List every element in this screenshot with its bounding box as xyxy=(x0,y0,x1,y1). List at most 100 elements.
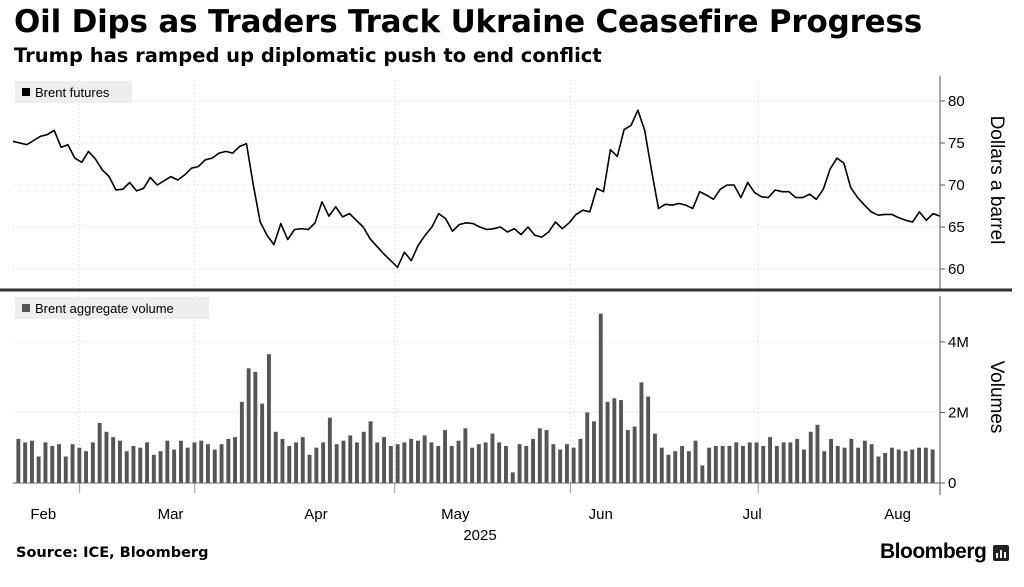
volume-bar xyxy=(829,438,833,483)
volume-bar xyxy=(910,449,915,483)
price-panel xyxy=(12,109,941,269)
volume-bar xyxy=(226,438,231,483)
volume-bar xyxy=(443,430,447,483)
volume-bar xyxy=(388,446,393,483)
volume-bar xyxy=(361,431,366,483)
volume-bar xyxy=(917,447,921,483)
volume-bar xyxy=(63,456,68,483)
volume-bar xyxy=(70,444,75,483)
volume-bar xyxy=(700,465,705,483)
volume-bar xyxy=(321,442,326,483)
volume-bar xyxy=(876,456,881,483)
volume-bar xyxy=(158,451,163,483)
price-y-tick-label: 65 xyxy=(948,219,965,236)
volume-bar xyxy=(673,451,678,483)
volume-legend-label: Brent aggregate volume xyxy=(35,301,174,316)
volume-bar xyxy=(294,442,298,483)
volume-bar xyxy=(815,424,820,483)
volume-bar xyxy=(619,400,623,483)
volume-ylabel: Volumes xyxy=(986,361,1007,434)
volume-bar xyxy=(754,442,759,483)
volume-bar xyxy=(375,442,380,483)
volume-bar xyxy=(307,454,312,483)
volume-bar xyxy=(612,398,617,483)
volume-bar xyxy=(558,449,563,483)
volume-bar xyxy=(300,437,305,483)
volume-bar xyxy=(416,440,420,483)
volume-bar xyxy=(883,453,888,483)
volume-bar xyxy=(686,451,691,483)
volume-legend-swatch xyxy=(22,304,30,312)
bloomberg-logo: Bloomberg xyxy=(880,540,987,563)
chart-title: Oil Dips as Traders Track Ukraine Ceasef… xyxy=(14,4,922,40)
volume-bar xyxy=(598,313,603,483)
volume-bar xyxy=(578,438,583,483)
price-legend-label: Brent futures xyxy=(35,85,110,100)
volume-bar xyxy=(734,442,739,483)
volume-bar xyxy=(212,449,217,483)
price-legend-swatch xyxy=(22,88,30,96)
gridlines xyxy=(13,80,941,483)
volume-bar xyxy=(280,438,285,483)
volume-bar xyxy=(835,446,840,483)
volume-bar xyxy=(429,442,434,483)
volume-bar xyxy=(544,430,549,483)
volume-bar xyxy=(409,438,414,483)
volume-bar xyxy=(179,440,183,483)
axes: 60 65 70 75 80 0 2M 4M Feb Mar Apr May Jun Jul Aug xyxy=(0,76,1012,523)
volume-bar xyxy=(531,438,535,483)
volume-bar xyxy=(781,442,786,483)
volume-bar xyxy=(720,446,725,483)
volume-bar xyxy=(565,444,569,483)
x-year-label: 2025 xyxy=(463,527,496,544)
price-y-tick-label: 80 xyxy=(948,93,965,110)
price-y-tick-label: 75 xyxy=(948,135,965,152)
volume-bar xyxy=(327,417,332,483)
volume-bar xyxy=(592,421,596,483)
volume-bar xyxy=(761,446,766,483)
volume-bar xyxy=(524,446,529,483)
volume-bar xyxy=(646,396,651,483)
bloomberg-terminal-icon xyxy=(993,545,1009,561)
volume-bar xyxy=(30,440,34,483)
volume-bar xyxy=(625,430,630,483)
volume-bar xyxy=(856,447,861,483)
volume-y-tick-label: 2M xyxy=(948,404,969,421)
volume-bar xyxy=(36,456,41,483)
volume-bar xyxy=(90,442,95,483)
volume-bar xyxy=(43,442,48,483)
volume-bar xyxy=(510,472,515,483)
volume-bar xyxy=(239,401,244,483)
volume-bar xyxy=(23,442,28,483)
volume-bar xyxy=(680,446,684,483)
volume-bar xyxy=(497,442,502,483)
volume-bar xyxy=(97,423,102,483)
volume-bar xyxy=(707,447,712,483)
volume-bar xyxy=(199,440,204,483)
x-month-label: Jun xyxy=(589,506,613,523)
volume-bar xyxy=(490,433,495,483)
volume-bar xyxy=(219,444,224,483)
price-y-tick-label: 70 xyxy=(948,177,965,194)
volume-bar xyxy=(741,446,745,483)
volume-bar xyxy=(639,382,644,483)
volume-bar xyxy=(842,447,847,483)
volume-bar xyxy=(246,368,251,483)
volume-bar xyxy=(822,451,827,483)
volume-bar xyxy=(571,447,576,483)
source-note: Source: ICE, Bloomberg xyxy=(16,545,209,561)
x-month-label: Feb xyxy=(30,506,56,523)
volume-bar xyxy=(862,440,867,483)
volume-bar xyxy=(165,440,170,483)
volume-bar xyxy=(923,447,928,483)
volume-panel xyxy=(16,313,935,483)
volume-bar xyxy=(659,447,664,483)
volume-bar xyxy=(903,451,908,483)
volume-bar xyxy=(802,449,806,483)
volume-bar xyxy=(869,444,874,483)
volume-bar xyxy=(348,435,353,483)
volume-bar xyxy=(449,446,454,483)
volume-bar xyxy=(402,442,407,483)
volume-bar xyxy=(795,438,800,483)
